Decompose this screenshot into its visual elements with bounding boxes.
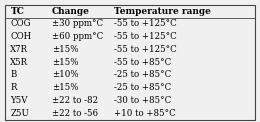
Text: +10 to +85°C: +10 to +85°C bbox=[114, 109, 176, 118]
Text: Z5U: Z5U bbox=[10, 109, 29, 118]
Text: ±22 to -56: ±22 to -56 bbox=[52, 109, 98, 118]
Text: -55 to +125°C: -55 to +125°C bbox=[114, 20, 177, 29]
Text: ±30 ppm°C: ±30 ppm°C bbox=[52, 20, 103, 29]
Text: X5R: X5R bbox=[10, 58, 29, 67]
Text: ±15%: ±15% bbox=[52, 58, 79, 67]
Text: -55 to +125°C: -55 to +125°C bbox=[114, 32, 177, 41]
Text: Change: Change bbox=[52, 7, 90, 16]
Text: ±60 ppm°C: ±60 ppm°C bbox=[52, 32, 103, 41]
Text: B: B bbox=[10, 71, 17, 79]
Text: COG: COG bbox=[10, 20, 31, 29]
Text: ±22 to -82: ±22 to -82 bbox=[52, 96, 98, 105]
Text: R: R bbox=[10, 83, 17, 92]
Text: -55 to +125°C: -55 to +125°C bbox=[114, 45, 177, 54]
Text: Temperature range: Temperature range bbox=[114, 7, 211, 16]
Text: ±15%: ±15% bbox=[52, 45, 79, 54]
Text: ±10%: ±10% bbox=[52, 71, 79, 79]
Text: COH: COH bbox=[10, 32, 31, 41]
Text: -30 to +85°C: -30 to +85°C bbox=[114, 96, 172, 105]
Text: Y5V: Y5V bbox=[10, 96, 28, 105]
Text: -55 to +85°C: -55 to +85°C bbox=[114, 58, 172, 67]
Text: -25 to +85°C: -25 to +85°C bbox=[114, 71, 172, 79]
Text: ±15%: ±15% bbox=[52, 83, 79, 92]
Text: X7R: X7R bbox=[10, 45, 29, 54]
Text: TC: TC bbox=[10, 7, 24, 16]
Text: -25 to +85°C: -25 to +85°C bbox=[114, 83, 172, 92]
